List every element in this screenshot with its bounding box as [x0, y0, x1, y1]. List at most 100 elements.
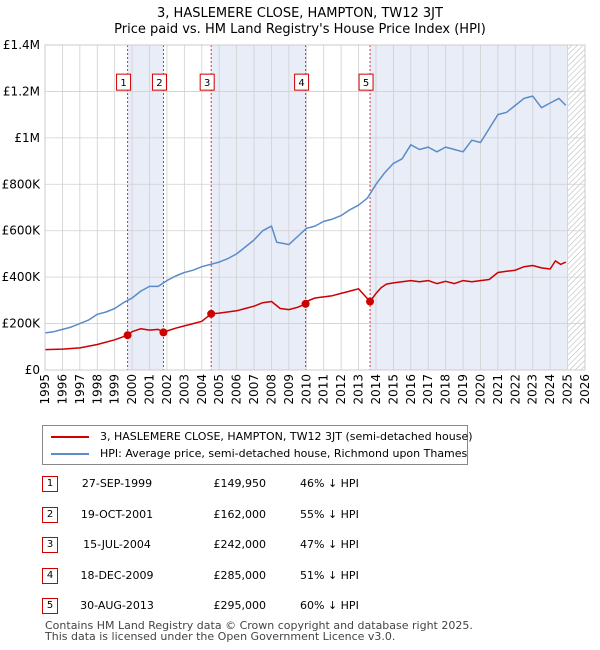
sale-marker-box	[358, 73, 374, 91]
legend-label-hpi: HPI: Average price, semi-detached house,…	[100, 447, 468, 460]
price-chart: 1 2 3 4 5 £0 £200K £400K £600K £800K £1M £1.2M £1.4M…	[2, 38, 592, 405]
x-tick-label: 2005	[212, 374, 226, 405]
sale-marker-label: 4	[298, 78, 304, 89]
sale-number-badge: 5	[42, 598, 58, 614]
x-tick-label: 2019	[456, 374, 470, 405]
x-tick-label: 2009	[282, 374, 296, 405]
sale-point	[123, 331, 132, 340]
sale-marker-box	[199, 73, 215, 91]
ownership-period-shade	[127, 45, 164, 370]
sale-date: 19-OCT-2001	[80, 507, 154, 521]
sales-table: 1 27-SEP-1999 £149,950 46% ↓ HPI 2 19-OC…	[42, 471, 462, 624]
x-tick-label: 2025	[561, 374, 575, 405]
x-tick-label: 2018	[439, 374, 453, 405]
sale-hpi-diff: 51% ↓ HPI	[300, 568, 359, 582]
sale-row: 4 18-DEC-2009 £285,000 51% ↓ HPI	[42, 563, 462, 594]
footer-copyright: Contains HM Land Registry data © Crown c…	[45, 619, 473, 632]
x-tick-label: 1997	[73, 374, 87, 405]
sale-price: £242,000	[213, 538, 267, 551]
hpi-line	[44, 95, 567, 334]
x-tick-label: 2026	[578, 374, 592, 405]
chart-title: 3, HASLEMERE CLOSE, HAMPTON, TW12 3JT	[157, 6, 443, 21]
legend-item-property: 3, HASLEMERE CLOSE, HAMPTON, TW12 3JT (s…	[51, 429, 473, 444]
y-tick-label: £600K	[2, 224, 42, 238]
sale-marker-label: 1	[120, 78, 126, 89]
future-hatch	[567, 45, 585, 370]
x-tick-label: 2021	[491, 374, 505, 405]
sale-marker-label: 2	[156, 78, 162, 89]
y-tick-label: £1M	[14, 131, 40, 145]
chart-subtitle: Price paid vs. HM Land Registry's House …	[114, 22, 486, 37]
sale-point	[366, 297, 375, 306]
legend-swatch-property	[51, 435, 89, 438]
footer: Contains HM Land Registry data © Crown c…	[45, 620, 473, 642]
plot-frame	[44, 44, 586, 371]
sale-point	[159, 328, 168, 337]
x-tick-label: 2012	[334, 374, 348, 405]
sale-row: 5 30-AUG-2013 £295,000 60% ↓ HPI	[42, 593, 462, 624]
sale-price: £285,000	[213, 568, 267, 582]
sale-number-badge: 1	[42, 476, 58, 492]
sale-hpi-diff: 47% ↓ HPI	[300, 538, 359, 551]
sale-date: 18-DEC-2009	[80, 568, 154, 582]
legend-label-property: 3, HASLEMERE CLOSE, HAMPTON, TW12 3JT (s…	[100, 430, 473, 443]
sale-point	[301, 299, 310, 308]
sale-marker-label: 3	[204, 78, 210, 89]
legend-swatch-hpi	[51, 452, 89, 455]
x-tick-label: 1998	[90, 374, 104, 405]
sale-price: £162,000	[213, 507, 267, 521]
sale-marker-box	[116, 73, 132, 91]
x-tick-label: 2020	[473, 374, 487, 405]
x-tick-label: 2006	[230, 374, 244, 405]
sale-date: 30-AUG-2013	[80, 599, 154, 612]
y-tick-label: £800K	[2, 177, 42, 191]
x-tick-label: 2008	[264, 374, 278, 405]
x-tick-label: 2022	[508, 374, 522, 405]
x-tick-label: 2000	[125, 374, 139, 405]
sale-hpi-diff: 60% ↓ HPI	[300, 599, 359, 612]
footer-license: This data is licensed under the Open Gov…	[45, 630, 396, 643]
y-tick-label: £400K	[2, 270, 42, 284]
sale-row: 2 19-OCT-2001 £162,000 55% ↓ HPI	[42, 502, 462, 533]
sale-number-badge: 3	[42, 537, 58, 553]
x-tick-label: 1996	[55, 374, 69, 405]
sale-price: £295,000	[213, 599, 267, 612]
x-tick-label: 2001	[143, 374, 157, 405]
x-tick-label: 2015	[386, 374, 400, 405]
x-tick-label: 2024	[543, 374, 557, 405]
x-tick-label: 2007	[247, 374, 261, 405]
x-tick-label: 2013	[352, 374, 366, 405]
x-tick-label: 2004	[195, 374, 209, 405]
sale-row: 1 27-SEP-1999 £149,950 46% ↓ HPI	[42, 471, 462, 502]
sale-date: 27-SEP-1999	[81, 477, 153, 490]
legend-item-hpi: HPI: Average price, semi-detached house,…	[51, 446, 467, 461]
sale-number-badge: 4	[42, 567, 58, 584]
y-tick-label: £0	[25, 363, 40, 377]
x-tick-label: 2003	[177, 374, 191, 405]
sale-marker-label: 5	[363, 78, 369, 89]
x-tick-label: 2023	[526, 374, 540, 405]
x-tick-label: 1995	[38, 374, 52, 405]
y-tick-label: £1.4M	[3, 38, 40, 52]
sale-price: £149,950	[213, 477, 267, 490]
sale-hpi-diff: 46% ↓ HPI	[300, 477, 359, 490]
sale-marker-box	[294, 73, 310, 91]
x-tick-label: 2010	[299, 374, 313, 405]
x-tick-label: 2011	[317, 374, 331, 405]
sale-hpi-diff: 55% ↓ HPI	[300, 507, 359, 521]
chart-legend: 3, HASLEMERE CLOSE, HAMPTON, TW12 3JT (s…	[42, 425, 473, 465]
x-tick-label: 1999	[108, 374, 122, 405]
y-tick-label: £1.2M	[3, 84, 40, 98]
x-tick-label: 2014	[369, 374, 383, 405]
x-tick-label: 2017	[421, 374, 435, 405]
ownership-period-shade	[211, 45, 306, 370]
sale-point	[207, 309, 216, 318]
sale-number-badge: 2	[42, 506, 58, 523]
y-tick-label: £200K	[2, 317, 42, 331]
x-tick-label: 2016	[404, 374, 418, 405]
sale-row: 3 15-JUL-2004 £242,000 47% ↓ HPI	[42, 532, 462, 563]
sale-marker-box	[151, 73, 167, 91]
sale-date: 15-JUL-2004	[83, 538, 151, 551]
x-tick-label: 2002	[160, 374, 174, 405]
ownership-period-shade	[370, 45, 568, 370]
